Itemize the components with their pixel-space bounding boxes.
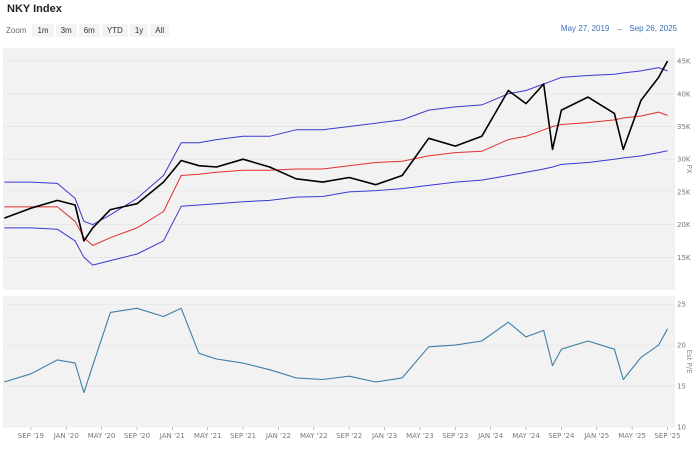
pe-panel-ytick-label: 25 xyxy=(677,301,686,309)
range-start-date[interactable]: May 27, 2019 xyxy=(560,24,610,33)
x-tick-label: SEP '20 xyxy=(124,432,150,440)
pe-panel-panel-background xyxy=(3,296,675,427)
price-panel-ytick-label: 35K xyxy=(677,123,691,131)
x-tick-label: SEP '19 xyxy=(18,432,44,440)
x-tick-label: JAN '23 xyxy=(371,432,397,440)
x-tick-label: SEP '22 xyxy=(336,432,362,440)
x-tick-label: MAY '20 xyxy=(88,432,116,440)
zoom-controls: Zoom 1m 3m 6m YTD 1y All xyxy=(6,22,170,38)
pe-panel-ytick-label: 20 xyxy=(677,342,686,350)
pe-ratio-line xyxy=(4,307,668,394)
x-tick-label: SEP '25 xyxy=(654,432,680,440)
x-tick-label: MAY '21 xyxy=(194,432,222,440)
x-tick-label: JAN '21 xyxy=(159,432,185,440)
chart-title: NKY Index xyxy=(7,3,62,15)
pe-panel-ytick-label: 15 xyxy=(677,383,686,391)
zoom-3m-button[interactable]: 3m xyxy=(55,23,77,37)
range-arrow-icon: → xyxy=(615,24,624,33)
zoom-1y-button[interactable]: 1y xyxy=(129,23,149,37)
price-line xyxy=(4,60,669,242)
price-panel-ytick-label: 15K xyxy=(677,254,691,262)
chart-area[interactable]: 15K 20K 25K 30K 35K 40K 45K PX 10 15 20 25 Est P/E SE… xyxy=(0,42,697,453)
date-range: May 27, 2019 → Sep 26, 2025 xyxy=(561,24,677,33)
x-tick-label: SEP '21 xyxy=(230,432,256,440)
x-tick-label: JAN '25 xyxy=(583,432,609,440)
zoom-6m-button[interactable]: 6m xyxy=(78,23,100,37)
x-tick-label: MAY '22 xyxy=(300,432,328,440)
price-panel-ytick-label: 40K xyxy=(677,90,691,98)
price-panel-ytick-label: 20K xyxy=(677,221,691,229)
price-panel-ytick-label: 25K xyxy=(677,188,691,196)
x-tick-label: SEP '24 xyxy=(548,432,575,440)
pe-panel-ytick-label: 10 xyxy=(677,424,686,432)
price-panel-ytick-label: 45K xyxy=(677,58,691,66)
x-tick-label: MAY '23 xyxy=(406,432,434,440)
x-tick-label: MAY '25 xyxy=(618,432,646,440)
zoom-1m-button[interactable]: 1m xyxy=(32,23,54,37)
median-line xyxy=(4,111,668,246)
range-end-date[interactable]: Sep 26, 2025 xyxy=(629,24,677,33)
x-tick-label: SEP '23 xyxy=(442,432,468,440)
zoom-all-button[interactable]: All xyxy=(150,23,170,37)
zoom-ytd-button[interactable]: YTD xyxy=(101,23,128,37)
price-panel-axis-label: PX xyxy=(685,164,693,173)
zoom-label: Zoom xyxy=(6,25,27,35)
pe-panel-axis-label: Est P/E xyxy=(685,349,693,373)
lower-band-line xyxy=(4,150,668,266)
x-tick-label: JAN '22 xyxy=(265,432,291,440)
x-tick-label: JAN '24 xyxy=(477,432,504,440)
x-tick-label: JAN '20 xyxy=(53,432,79,440)
price-panel-ytick-label: 30K xyxy=(677,156,691,164)
x-tick-label: MAY '24 xyxy=(512,432,540,440)
price-panel-panel-background xyxy=(3,48,675,290)
